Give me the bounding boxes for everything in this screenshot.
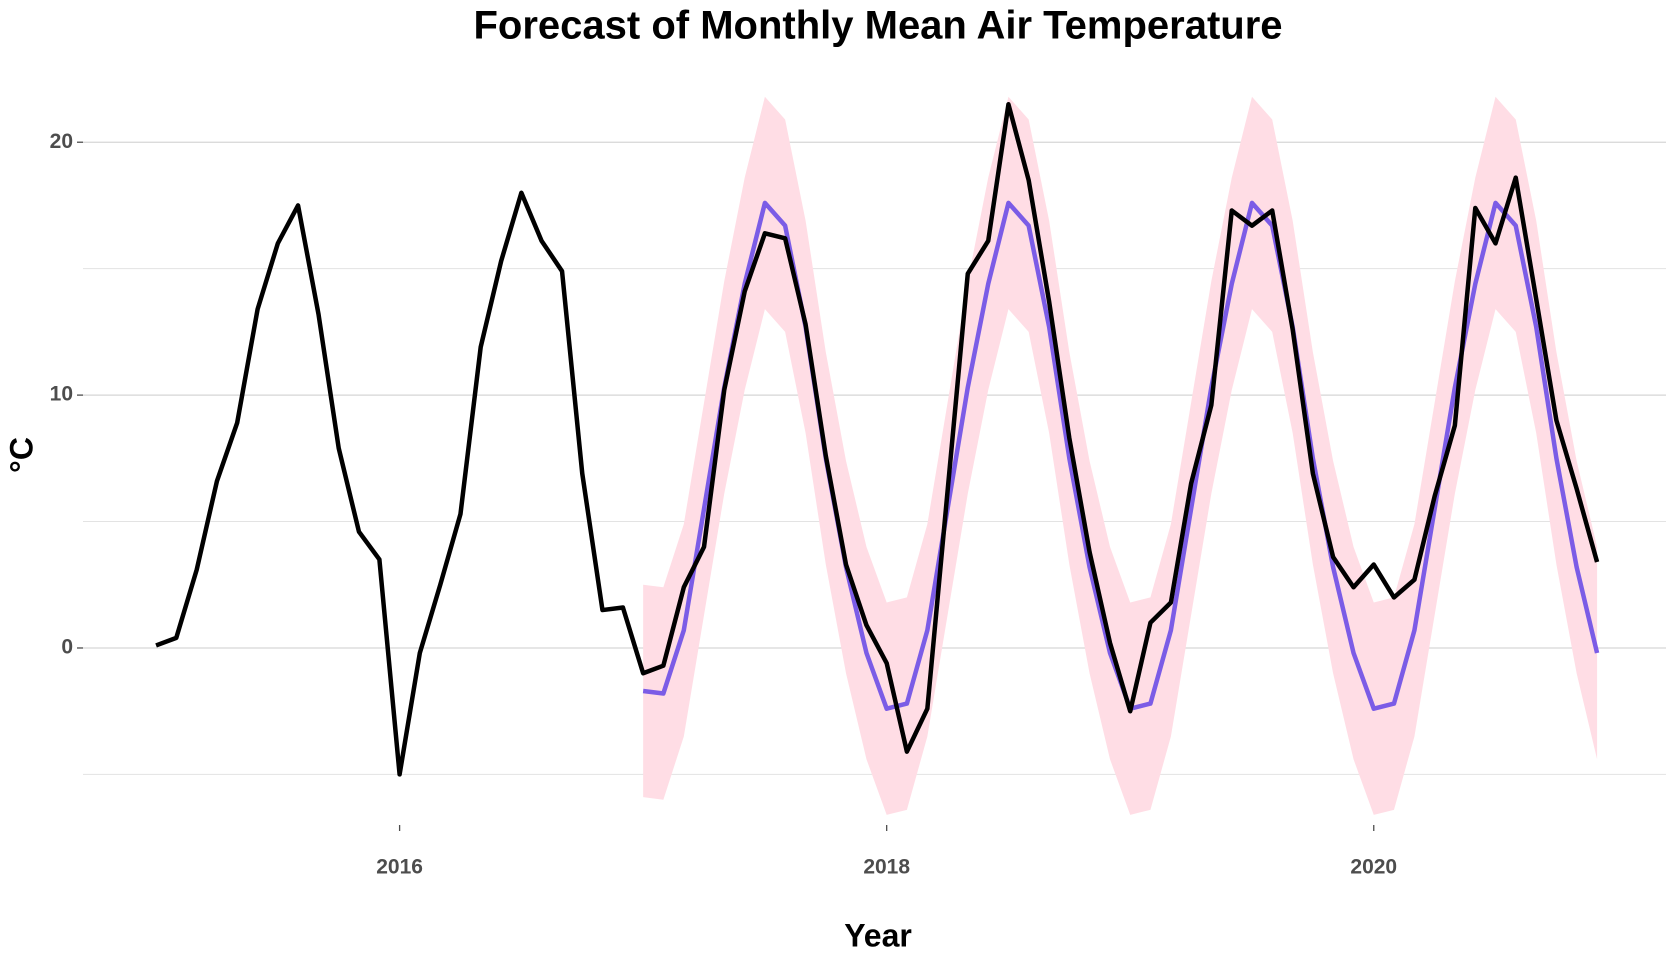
series-line bbox=[155, 102, 1600, 777]
y-axis-label: °C bbox=[3, 437, 39, 473]
chart-title: Forecast of Monthly Mean Air Temperature bbox=[473, 4, 1282, 48]
y-tick-label: 0 bbox=[61, 636, 73, 659]
x-tick-label: 2020 bbox=[1350, 856, 1397, 879]
y-tick-label: 20 bbox=[50, 130, 73, 153]
x-tick-label: 2018 bbox=[863, 856, 910, 879]
y-tick-label: 10 bbox=[50, 383, 73, 406]
x-tick-label: 2016 bbox=[376, 856, 423, 879]
forecast-interval bbox=[643, 96, 1598, 815]
x-axis-label: Year bbox=[844, 917, 912, 953]
